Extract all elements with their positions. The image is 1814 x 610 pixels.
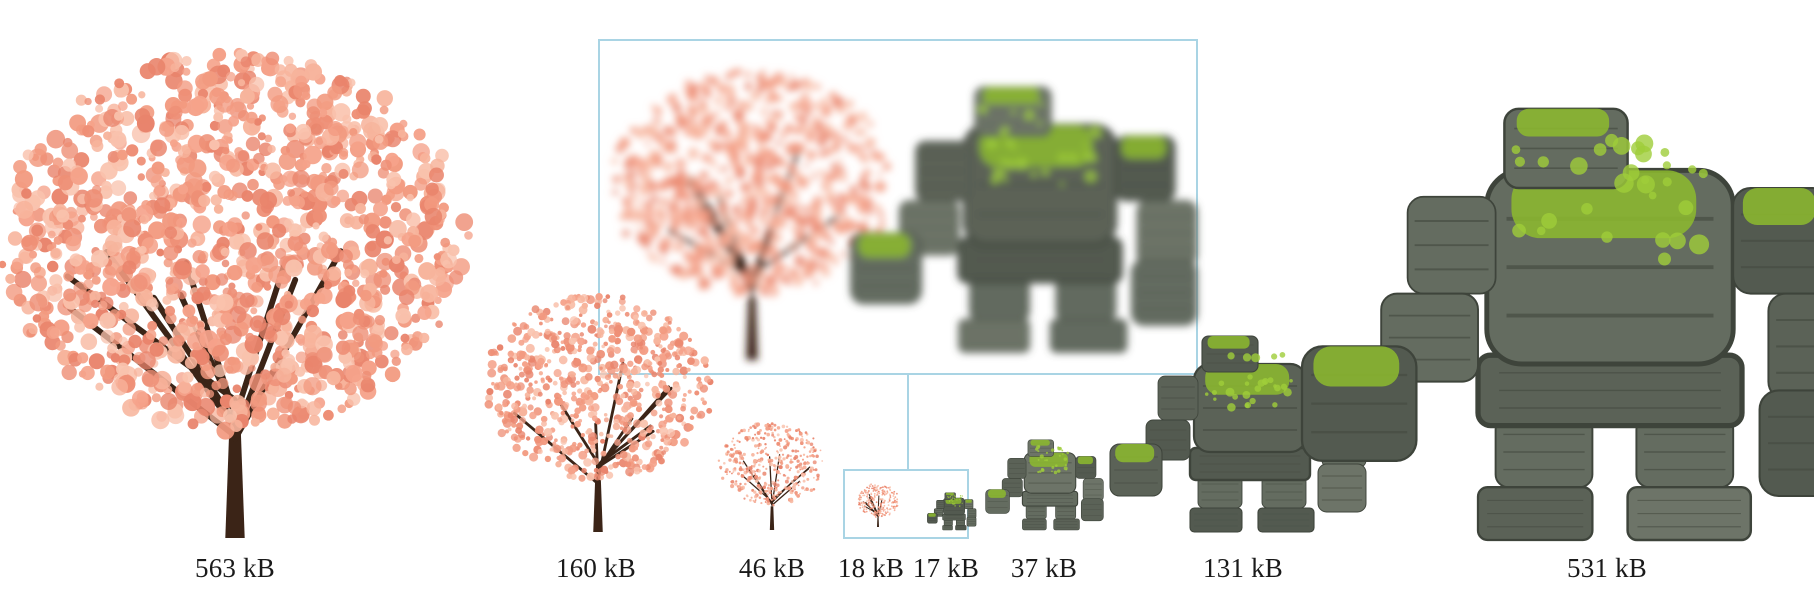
size-label-golem-37: 37 kB — [1010, 553, 1078, 583]
cherry-tree-46kb — [717, 422, 824, 530]
stone-golem-series — [927, 107, 1814, 542]
size-label-tree-18: 18 kB — [837, 553, 905, 583]
stone-golem-37kb — [985, 439, 1104, 531]
size-label-golem-131: 131 kB — [1203, 553, 1283, 583]
size-label-tree-46: 46 kB — [738, 553, 806, 583]
inset-blurry-tree — [611, 68, 891, 360]
inset-golem — [850, 86, 1198, 353]
size-label-golem-531: 531 kB — [1567, 553, 1647, 583]
size-label-tree-563: 563 kB — [195, 553, 275, 583]
cherry-tree-series — [0, 47, 899, 538]
zoom-inset — [598, 39, 1198, 539]
stone-golem-531kb — [1300, 107, 1814, 542]
size-label-golem-17: 17 kB — [912, 553, 980, 583]
inset-tree — [611, 68, 891, 360]
cherry-tree-18kb — [857, 483, 899, 527]
stone-golem-17kb — [927, 492, 977, 531]
cherry-tree-563kb — [0, 47, 474, 538]
cherry-tree-160kb — [484, 292, 714, 532]
size-label-tree-160: 160 kB — [556, 553, 636, 583]
inset-blurry-golem — [850, 86, 1198, 353]
